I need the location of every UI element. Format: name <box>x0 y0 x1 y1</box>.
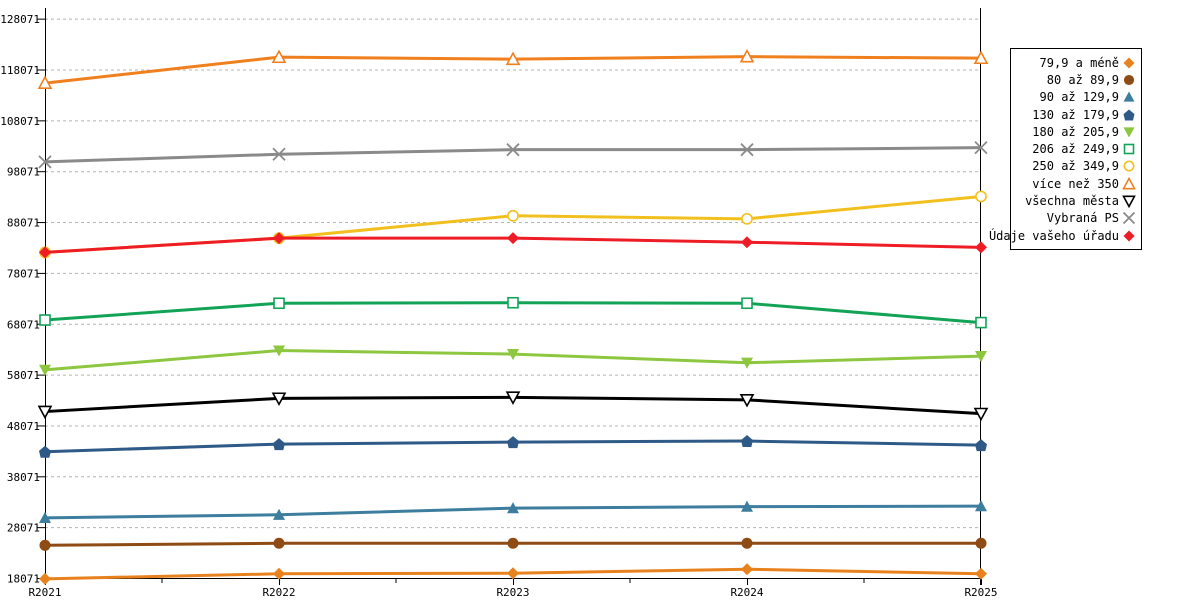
pentagon-filled-icon <box>1122 108 1136 122</box>
y-axis-label: 58071 <box>7 369 40 382</box>
legend-item-label: 206 až 249,9 <box>1032 142 1119 157</box>
legend-item: Vybraná PS <box>1015 210 1136 227</box>
legend-item-label: 79,9 a méně <box>1039 55 1119 70</box>
y-axis-label: 88071 <box>7 217 40 230</box>
diamond-filled-icon <box>1122 56 1136 70</box>
y-axis-label: 78071 <box>7 267 40 280</box>
y-axis-label: 108071 <box>0 115 40 128</box>
x-axis-label: R2021 <box>28 586 61 599</box>
x-axis-label: R2024 <box>730 586 763 599</box>
triangle-up-filled-icon <box>1122 90 1136 104</box>
legend-item-label: 180 až 205,9 <box>1032 124 1119 139</box>
series-vybran-ps <box>38 141 988 169</box>
x-cross-icon <box>1122 211 1136 225</box>
legend-item: 250 až 349,9 <box>1015 158 1136 175</box>
circle-open-icon <box>1122 159 1136 173</box>
y-axis-label: 18071 <box>7 573 40 586</box>
legend-item: více než 350 <box>1015 175 1136 192</box>
legend-item-label: 90 až 129,9 <box>1039 90 1119 105</box>
triangle-down-open-icon <box>1122 194 1136 209</box>
series-180-a-205-9 <box>39 345 987 376</box>
x-axis-label: R2022 <box>262 586 295 599</box>
y-axis-label: 118071 <box>0 64 40 77</box>
legend-item: 79,9 a méně <box>1015 54 1136 71</box>
series-v-ce-ne-350 <box>37 48 989 89</box>
y-axis-label: 28071 <box>7 522 40 535</box>
triangle-up-open-icon <box>1122 176 1136 191</box>
series-250-a-349-9 <box>39 190 987 259</box>
series-90-a-129-9 <box>39 500 987 523</box>
legend-item: 206 až 249,9 <box>1015 140 1136 157</box>
y-axis-label: 128071 <box>0 13 40 26</box>
series-130-a-179-9 <box>39 435 987 458</box>
legend-item: Údaje vašeho úřadu <box>989 227 1136 244</box>
series-v-echna-m-sta <box>37 391 989 422</box>
diamond-filled-icon <box>1122 229 1136 243</box>
series-80-a-89-9 <box>39 537 987 551</box>
series-79-9-a-m-n- <box>39 563 987 585</box>
legend-item-label: Údaje vašeho úřadu <box>988 228 1119 243</box>
y-axis-label: 68071 <box>7 318 40 331</box>
y-axis-label: 38071 <box>7 471 40 484</box>
series--daje-va-eho-adu <box>39 232 987 259</box>
x-axis-label: R2025 <box>964 586 997 599</box>
x-axis-label: R2023 <box>496 586 529 599</box>
legend-item-label: 250 až 349,9 <box>1032 159 1119 174</box>
legend-item-label: Vybraná PS <box>1046 211 1119 226</box>
square-open-icon <box>1122 142 1136 156</box>
y-axis-label: 98071 <box>7 166 40 179</box>
legend-item: 80 až 89,9 <box>1015 71 1136 88</box>
legend-item: všechna města <box>1015 192 1136 209</box>
legend-item-label: 80 až 89,9 <box>1046 72 1119 87</box>
legend-item-label: více než 350 <box>1032 176 1119 191</box>
legend-item-label: 130 až 179,9 <box>1032 107 1119 122</box>
legend-item: 130 až 179,9 <box>1015 106 1136 123</box>
legend-item-label: všechna města <box>1025 194 1119 209</box>
circle-filled-icon <box>1122 73 1136 87</box>
triangle-down-filled-icon <box>1122 125 1136 139</box>
legend-item: 180 až 205,9 <box>1015 123 1136 140</box>
series-206-a-249-9 <box>39 296 987 329</box>
y-axis-label: 48071 <box>7 420 40 433</box>
chart-legend: 79,9 a méně 80 až 89,9 90 až 129,9 130 až 1… <box>989 48 1142 251</box>
legend-item: 90 až 129,9 <box>1015 89 1136 106</box>
